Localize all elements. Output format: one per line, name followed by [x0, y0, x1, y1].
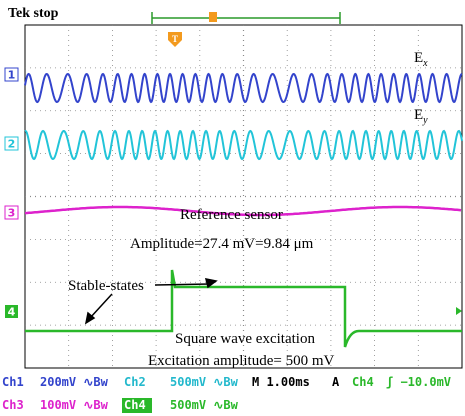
trigger-label: T [172, 34, 178, 44]
status-bar: Ch1 200mV ∿Bw Ch2 500mV ∿Bw M 1.00ms A C… [2, 375, 451, 413]
oscilloscope-screen: Tek stop T 1 2 3 4 Ex Ey Reference senso… [0, 0, 465, 416]
status-ch2-scale: 500mV ∿Bw [170, 375, 239, 389]
status-ch3: Ch3 [2, 398, 24, 412]
ch4-marker: 4 [8, 306, 16, 319]
ch3-marker: 3 [8, 207, 16, 220]
channel-markers: 1 2 3 4 [5, 68, 18, 319]
reference-label: Reference sensor [180, 207, 283, 223]
status-ch4-scale: 500mV ∿Bw [170, 398, 239, 412]
status-trig-level: ʃ −10.0mV [386, 375, 451, 389]
status-timebase: M 1.00ms [252, 375, 310, 389]
square-label: Square wave excitation [175, 331, 315, 347]
header-title: Tek stop [8, 6, 59, 21]
status-acq: A [332, 375, 340, 389]
record-bracket [152, 12, 340, 24]
amplitude-label: Amplitude=27.4 mV=9.84 μm [130, 236, 314, 252]
status-ch4: Ch4 [124, 398, 146, 412]
status-ch1-scale: 200mV ∿Bw [40, 375, 109, 389]
position-marker [209, 12, 217, 22]
status-ch2: Ch2 [124, 375, 146, 389]
excitation-label: Excitation amplitude= 500 mV [148, 353, 335, 369]
stable-label: Stable-states [68, 278, 144, 294]
status-trig-ch: Ch4 [352, 375, 374, 389]
status-ch3-scale: 100mV ∿Bw [40, 398, 109, 412]
status-ch1: Ch1 [2, 375, 24, 389]
ch2-marker: 2 [8, 138, 16, 151]
ch1-marker: 1 [8, 69, 16, 82]
